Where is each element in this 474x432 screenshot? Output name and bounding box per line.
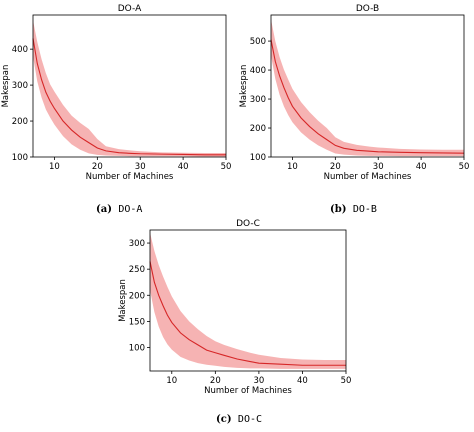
do-c-xtick-label: 50	[341, 376, 352, 386]
do-b-xtick-label: 50	[459, 162, 470, 172]
do-b-chart-title: DO-B	[356, 4, 379, 14]
do-a-xtick-label: 20	[92, 162, 103, 172]
do-c-xtick-label: 10	[166, 376, 177, 386]
do-b-xtick-label: 30	[373, 162, 384, 172]
do-c-xtick-label: 40	[297, 376, 308, 386]
do-a-chart-title: DO-A	[118, 4, 142, 14]
do-a-xtick-label: 50	[221, 162, 232, 172]
do-a-y-axis-label: Makespan	[1, 65, 11, 108]
do-b-xtick-label: 10	[287, 162, 298, 172]
do-a-mean-line	[32, 38, 226, 156]
do-c-ytick-label: 250	[129, 265, 145, 275]
do-a-ytick-label: 400	[12, 45, 28, 55]
do-b-ytick-label: 300	[250, 95, 266, 105]
do-c-chart-title: DO-C	[236, 219, 260, 229]
do-b-xtick-label: 40	[416, 162, 427, 172]
caption-b-name: DO-B	[352, 204, 377, 215]
do-c-axes-frame	[149, 229, 347, 372]
do-b-x-axis-label: Number of Machines	[324, 172, 412, 182]
do-a-xtick-label: 30	[135, 162, 146, 172]
caption-a: (a) DO-A	[96, 204, 142, 215]
do-c-xtick-label: 30	[253, 376, 264, 386]
do-a-x-axis-label: Number of Machines	[86, 172, 174, 182]
do-a-xtick-label: 10	[49, 162, 60, 172]
do-a-axes-frame	[32, 14, 227, 158]
do-a-xtick-label: 40	[178, 162, 189, 172]
panel-do-a: 10 20 30 40 50 100 200 300 400 DO-A Number of Mach…	[1, 4, 231, 182]
do-b-ytick-label: 400	[250, 66, 266, 76]
do-c-std-band	[150, 232, 346, 369]
do-c-ytick-label: 150	[129, 317, 145, 327]
do-c-ytick-label: 300	[129, 239, 145, 249]
do-c-x-axis-label: Number of Machines	[204, 386, 292, 396]
caption-c-name: DO-C	[237, 414, 263, 425]
do-b-y-axis-label: Makespan	[239, 65, 249, 108]
do-b-ytick-label: 100	[250, 153, 266, 163]
caption-b-letter: (b)	[330, 204, 347, 215]
caption-c: (c) DO-C	[216, 414, 262, 425]
do-c-y-axis-label: Makespan	[118, 279, 128, 322]
panel-do-c: 10 20 30 40 50 100 150 200 250 300 DO-C Number of M…	[118, 219, 351, 396]
caption-b: (b) DO-B	[330, 204, 377, 215]
do-b-ytick-label: 200	[250, 124, 266, 134]
do-c-ytick-label: 200	[129, 291, 145, 301]
caption-c-letter: (c)	[216, 414, 232, 425]
do-b-xtick-label: 20	[330, 162, 341, 172]
do-a-ytick-label: 200	[12, 117, 28, 127]
do-a-std-band	[33, 20, 226, 157]
do-a-ytick-label: 100	[12, 153, 28, 163]
caption-a-letter: (a)	[96, 204, 112, 215]
do-c-xtick-label: 20	[210, 376, 221, 386]
do-c-mean-line	[149, 261, 346, 366]
do-b-ytick-label: 500	[250, 37, 266, 47]
do-c-ytick-label: 100	[129, 344, 145, 354]
do-b-std-band	[271, 19, 464, 157]
do-a-ytick-label: 300	[12, 81, 28, 91]
do-b-axes-frame	[270, 14, 465, 158]
panel-do-b: 10 20 30 40 50 100 200 300 400 500 DO-B Number of M…	[239, 4, 469, 182]
caption-a-name: DO-A	[118, 204, 143, 215]
do-b-mean-line	[270, 39, 465, 154]
